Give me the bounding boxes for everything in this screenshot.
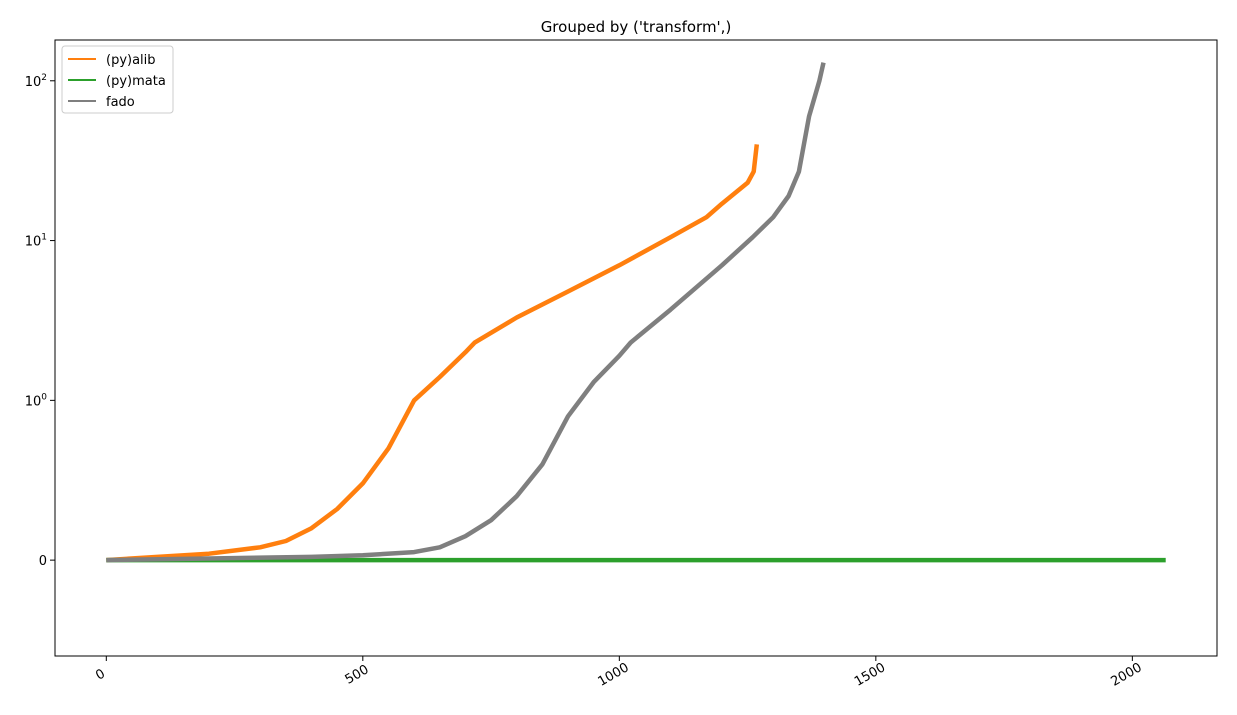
legend: (py)alib (py)mata fado [61, 45, 174, 114]
legend-label-1: (py)mata [106, 74, 166, 89]
x-tick-label: 1500 [852, 660, 888, 690]
legend-label-2: fado [106, 95, 135, 110]
y-tick-label: 0 [39, 554, 47, 569]
y-axis: 0 100 101 102 [25, 73, 55, 569]
y-tick-label: 100 [25, 392, 48, 409]
x-tick-label: 2000 [1109, 660, 1145, 690]
legend-label-0: (py)alib [106, 53, 156, 68]
chart-title: Grouped by ('transform',) [541, 18, 732, 36]
series-layer [106, 62, 1166, 563]
x-tick-label: 0 [93, 666, 108, 683]
x-tick-label: 1000 [595, 660, 631, 690]
x-tick-label: 500 [343, 662, 372, 687]
plot-frame [54, 39, 1218, 657]
series-line-2 [106, 62, 826, 563]
series-line-0 [106, 144, 760, 563]
x-axis: 0 500 1000 1500 2000 [93, 656, 1145, 690]
y-tick-label: 101 [25, 233, 47, 250]
legend-box [61, 45, 174, 114]
y-tick-label: 102 [25, 73, 47, 90]
